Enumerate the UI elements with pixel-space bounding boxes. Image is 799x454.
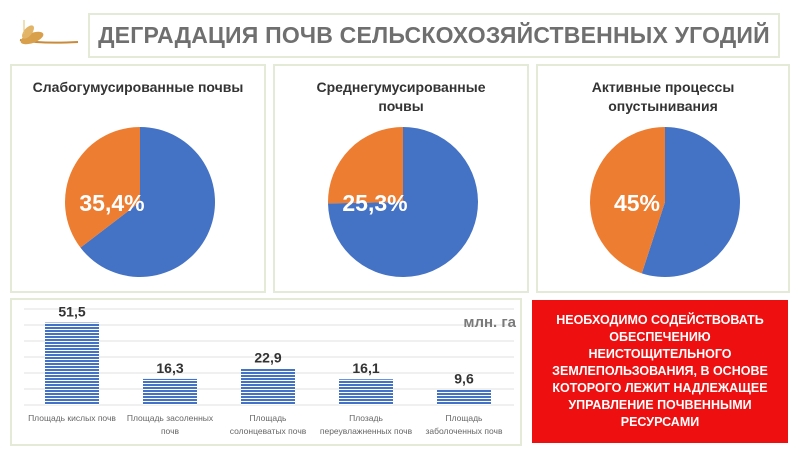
- pie-slice-other: [328, 127, 478, 277]
- pie-panel-1: Слабогумусированные почвы 35,4%: [10, 64, 266, 293]
- bar-value-label: 16,1: [352, 360, 379, 376]
- category-label: Плозадь: [349, 413, 383, 423]
- pie-panel-3: Активные процессы опустынивания 45%: [536, 64, 790, 293]
- pie-slice-other: [641, 127, 740, 277]
- bar: [437, 389, 491, 405]
- bar-panel: млн. га 51,5 Площадь кислых почв 16,3 Площад…: [10, 298, 522, 446]
- category-label: Площадь засоленных: [127, 413, 214, 423]
- category-label: Площадь: [445, 413, 483, 423]
- pie-data-label: 25,3%: [342, 190, 407, 216]
- pie-title: Слабогумусированные почвы: [32, 79, 244, 95]
- unit-label: млн. га: [463, 314, 516, 331]
- category-label: солонцеватых почв: [230, 426, 307, 436]
- pie-chart: 45%: [589, 127, 740, 277]
- category-label: заболоченных почв: [426, 426, 503, 436]
- bar-value-label: 22,9: [254, 349, 281, 365]
- page-title: ДЕГРАДАЦИЯ ПОЧВ СЕЛЬСКОХОЗЯЙСТВЕННЫХ УГО…: [98, 22, 770, 48]
- pie-slice-share: [65, 127, 140, 248]
- pie-panel-2: Среднегумусированные почвы 25,3%: [273, 64, 529, 293]
- bar: [45, 322, 99, 405]
- pie-slice-other: [80, 127, 216, 277]
- bar-chart: млн. га 51,5 Площадь кислых почв 16,3 Площад…: [24, 304, 517, 436]
- title-box: ДЕГРАДАЦИЯ ПОЧВ СЕЛЬСКОХОЗЯЙСТВЕННЫХ УГО…: [88, 13, 780, 58]
- category-label: Площадь: [249, 413, 287, 423]
- pie-slice-share: [328, 127, 403, 204]
- pie-title: Среднегумусированные почвы: [316, 79, 486, 114]
- bar: [241, 368, 295, 405]
- pie-chart: 25,3%: [328, 127, 478, 277]
- bar: [339, 379, 393, 405]
- callout-text: Необходимо содействовать обеспечению неи…: [552, 313, 768, 429]
- pie-data-label: 45%: [614, 190, 660, 216]
- bar-value-label: 9,6: [454, 371, 474, 387]
- bar: [143, 378, 197, 405]
- pie-title: Активные процессы опустынивания: [591, 79, 735, 114]
- bar-value-label: 51,5: [58, 304, 85, 320]
- wheat-logo-icon: [19, 20, 79, 45]
- callout-box: Необходимо содействовать обеспечению неи…: [532, 300, 788, 443]
- pie-slice-share: [589, 127, 665, 274]
- bar-value-label: 16,3: [156, 360, 183, 376]
- pie-data-label: 35,4%: [79, 190, 144, 216]
- category-label: Площадь кислых почв: [28, 413, 116, 423]
- category-label: почв: [161, 426, 180, 436]
- pie-chart: 35,4%: [65, 127, 216, 277]
- category-label: переувлажненных почв: [320, 426, 413, 436]
